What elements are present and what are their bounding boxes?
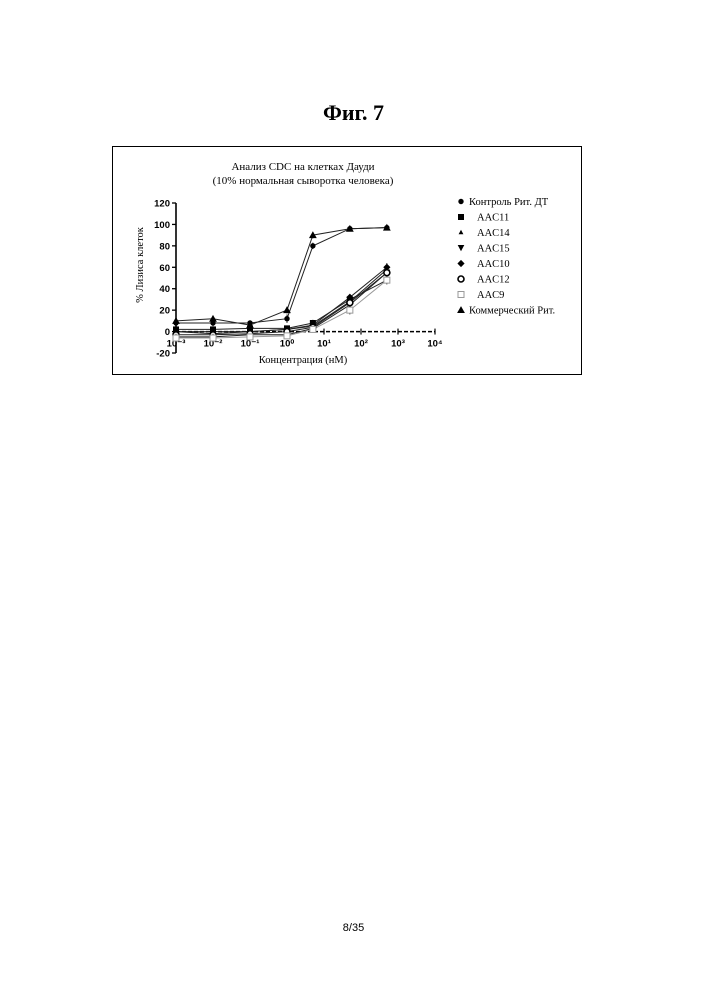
marker-square-open: [247, 334, 253, 340]
legend: Контроль Рит. ДТ AAC11 AAC14 AAC15 AAC10 AAC1…: [457, 197, 555, 317]
x-tick-label: 10⁴: [427, 339, 443, 350]
legend-item-label: AAC9: [477, 290, 504, 301]
legend-item-label: AAC12: [477, 275, 510, 286]
y-tick-label: 40: [159, 284, 170, 295]
marker-triangle-small: [459, 230, 464, 235]
y-tick-label: 100: [154, 220, 170, 231]
y-tick-label: 60: [159, 263, 170, 274]
y-tick-label: 80: [159, 241, 170, 252]
x-tick-label: 10¹: [317, 339, 331, 350]
marker-circle-open: [458, 276, 464, 282]
fit-curve: [176, 273, 387, 335]
fit-curve: [176, 267, 387, 331]
x-axis-label: Концентрация (нМ): [259, 355, 348, 366]
marker-triangle: [209, 315, 217, 322]
y-tick-label: 20: [159, 306, 170, 317]
page-number: 8/35: [0, 922, 707, 934]
y-axis-label: % Лизиса клеток: [135, 226, 146, 303]
legend-item-label: AAC10: [477, 259, 510, 270]
fit-curve: [176, 228, 387, 323]
marker-square-open: [310, 326, 316, 332]
data-points: [172, 224, 391, 343]
marker-hexagon: [458, 199, 463, 204]
marker-square-open: [384, 277, 390, 283]
x-tick-label: 10³: [391, 339, 405, 350]
marker-triangle-down: [458, 245, 465, 251]
figure-label: Фиг. 7: [0, 100, 707, 126]
y-tick-label: 0: [165, 327, 170, 338]
marker-circle-open: [347, 300, 353, 306]
cdc-chart: Анализ CDC на клетках Дауди (10% нормаль…: [113, 147, 580, 373]
x-tick-label: 10⁰: [280, 339, 295, 350]
marker-triangle: [457, 306, 465, 313]
fit-curve: [176, 269, 387, 333]
figure-frame: Анализ CDC на клетках Дауди (10% нормаль…: [112, 146, 582, 375]
marker-square-open: [284, 333, 290, 339]
legend-item-label: AAC14: [477, 228, 510, 239]
chart-title: Анализ CDC на клетках Дауди: [231, 161, 374, 173]
y-tick-label: -20: [156, 349, 170, 360]
marker-circle-open: [384, 270, 390, 276]
x-tick-label: 10²: [354, 339, 368, 350]
y-tick-label: 120: [154, 199, 170, 210]
marker-hexagon: [284, 316, 289, 321]
axes: -2002040608010012010⁻³10⁻²10⁻¹10⁰10¹10²1…: [154, 199, 443, 360]
marker-square-open: [210, 335, 216, 341]
legend-item-label: AAC11: [477, 213, 509, 224]
fit-curve: [176, 273, 387, 337]
fit-curves: [176, 228, 387, 338]
marker-square: [458, 214, 464, 220]
marker-hexagon: [310, 243, 315, 248]
marker-diamond: [457, 260, 464, 267]
fit-curve: [176, 280, 387, 329]
marker-square-open: [458, 292, 464, 298]
legend-item-label: AAC15: [477, 244, 510, 255]
fit-curve: [176, 228, 387, 326]
marker-square-open: [347, 307, 353, 313]
marker-square-open: [173, 335, 179, 341]
chart-subtitle: (10% нормальная сыворотка человека): [213, 175, 394, 187]
legend-item-label: Контроль Рит. ДТ: [469, 197, 549, 208]
legend-item-label: Коммерческий Рит.: [469, 306, 555, 317]
